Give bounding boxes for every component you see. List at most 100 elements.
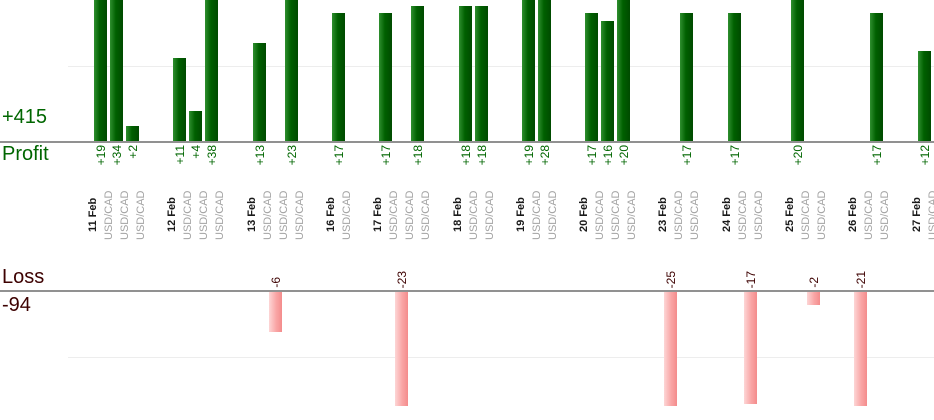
- profit-bar[interactable]: [475, 6, 488, 141]
- symbol-label: USD/CAD: [594, 190, 606, 240]
- date-label: 11 Feb: [87, 197, 99, 233]
- profit-bar[interactable]: [94, 0, 107, 141]
- loss-axis-label: Loss: [2, 266, 45, 288]
- profit-bar[interactable]: [601, 21, 614, 141]
- profit-bar[interactable]: [459, 6, 472, 141]
- symbol-label: USD/CAD: [800, 190, 812, 240]
- symbol-label: USD/CAD: [737, 190, 749, 240]
- date-label: 19 Feb: [515, 197, 527, 233]
- symbol-label: USD/CAD: [198, 190, 210, 240]
- profit-value-label: +19: [522, 145, 536, 166]
- loss-gridline: [68, 357, 934, 358]
- loss-bar[interactable]: [269, 292, 282, 332]
- loss-value-label: -6: [269, 277, 283, 288]
- date-label: 27 Feb: [911, 197, 923, 233]
- symbol-label: USD/CAD: [388, 190, 400, 240]
- profit-bar[interactable]: [110, 0, 123, 141]
- profit-value-label: +17: [870, 145, 884, 166]
- loss-bar[interactable]: [854, 292, 867, 406]
- symbol-label: USD/CAD: [547, 190, 559, 240]
- symbol-label: USD/CAD: [262, 190, 274, 240]
- profit-value-label: +34: [110, 145, 124, 166]
- profit-value-label: +11: [173, 145, 187, 165]
- profit-bar[interactable]: [411, 6, 424, 141]
- profit-bar[interactable]: [680, 13, 693, 141]
- profit-bar[interactable]: [791, 0, 804, 141]
- profit-value-label: +2: [126, 145, 140, 159]
- profit-bar[interactable]: [189, 111, 202, 141]
- loss-value-label: -21: [854, 270, 868, 288]
- profit-bar[interactable]: [379, 13, 392, 141]
- profit-value-label: +17: [585, 145, 599, 166]
- loss-bar[interactable]: [664, 292, 677, 406]
- loss-value-label: -2: [807, 277, 821, 288]
- date-label: 24 Feb: [721, 197, 733, 233]
- symbol-label: USD/CAD: [294, 190, 306, 240]
- profit-bar[interactable]: [538, 0, 551, 141]
- symbol-label: USD/CAD: [753, 190, 765, 240]
- symbol-label: USD/CAD: [927, 190, 934, 240]
- profit-value-label: +20: [791, 145, 805, 166]
- profit-value-label: +19: [94, 145, 108, 166]
- profit-bar[interactable]: [870, 13, 883, 141]
- profit-bar[interactable]: [285, 0, 298, 141]
- profit-value-label: +18: [475, 145, 489, 166]
- loss-bar[interactable]: [807, 292, 820, 305]
- date-label: 20 Feb: [578, 197, 590, 233]
- date-label: 16 Feb: [325, 197, 337, 233]
- profit-value-label: +12: [918, 145, 932, 166]
- profit-total-label: +415: [2, 106, 48, 128]
- date-label: 26 Feb: [847, 197, 859, 233]
- profit-bar[interactable]: [918, 51, 931, 141]
- profit-bar[interactable]: [126, 126, 139, 141]
- profit-bar[interactable]: [585, 13, 598, 141]
- symbol-label: USD/CAD: [468, 190, 480, 240]
- symbol-label: USD/CAD: [404, 190, 416, 240]
- profit-value-label: +23: [285, 145, 299, 166]
- date-label: 18 Feb: [452, 197, 464, 233]
- profit-axis-label: Profit: [2, 143, 49, 165]
- date-label: 23 Feb: [657, 197, 669, 233]
- date-label: 17 Feb: [372, 197, 384, 233]
- profit-value-label: +28: [538, 145, 552, 166]
- loss-value-label: -25: [664, 270, 678, 288]
- date-label: 12 Feb: [166, 197, 178, 233]
- loss-bar[interactable]: [744, 292, 757, 404]
- date-label: 25 Feb: [784, 197, 796, 233]
- profit-value-label: +17: [379, 145, 393, 166]
- symbol-label: USD/CAD: [879, 190, 891, 240]
- profit-value-label: +17: [332, 145, 346, 166]
- profit-bar[interactable]: [205, 0, 218, 141]
- symbol-label: USD/CAD: [531, 190, 543, 240]
- profit-bar[interactable]: [617, 0, 630, 141]
- symbol-label: USD/CAD: [214, 190, 226, 240]
- profit-value-label: +38: [205, 145, 219, 166]
- symbol-label: USD/CAD: [341, 190, 353, 240]
- loss-value-label: -23: [395, 270, 409, 288]
- symbol-label: USD/CAD: [816, 190, 828, 240]
- loss-bar[interactable]: [395, 292, 408, 406]
- profit-value-label: +4: [189, 145, 203, 159]
- symbol-label: USD/CAD: [610, 190, 622, 240]
- profit-bar[interactable]: [253, 43, 266, 141]
- symbol-label: USD/CAD: [182, 190, 194, 240]
- loss-baseline: [0, 290, 934, 292]
- profit-bar[interactable]: [728, 13, 741, 141]
- profit-value-label: +18: [411, 145, 425, 166]
- profit-value-label: +13: [253, 145, 267, 166]
- profit-gridline: [68, 66, 934, 67]
- profit-bar[interactable]: [332, 13, 345, 141]
- profit-value-label: +17: [728, 145, 742, 166]
- symbol-label: USD/CAD: [863, 190, 875, 240]
- profit-baseline: [0, 141, 934, 143]
- loss-total-label: -94: [2, 294, 31, 316]
- loss-value-label: -17: [744, 270, 758, 288]
- profit-bar[interactable]: [522, 0, 535, 141]
- symbol-label: USD/CAD: [135, 190, 147, 240]
- profit-bar[interactable]: [173, 58, 186, 141]
- profit-value-label: +16: [601, 145, 615, 166]
- symbol-label: USD/CAD: [119, 190, 131, 240]
- profit-value-label: +18: [459, 145, 473, 166]
- symbol-label: USD/CAD: [103, 190, 115, 240]
